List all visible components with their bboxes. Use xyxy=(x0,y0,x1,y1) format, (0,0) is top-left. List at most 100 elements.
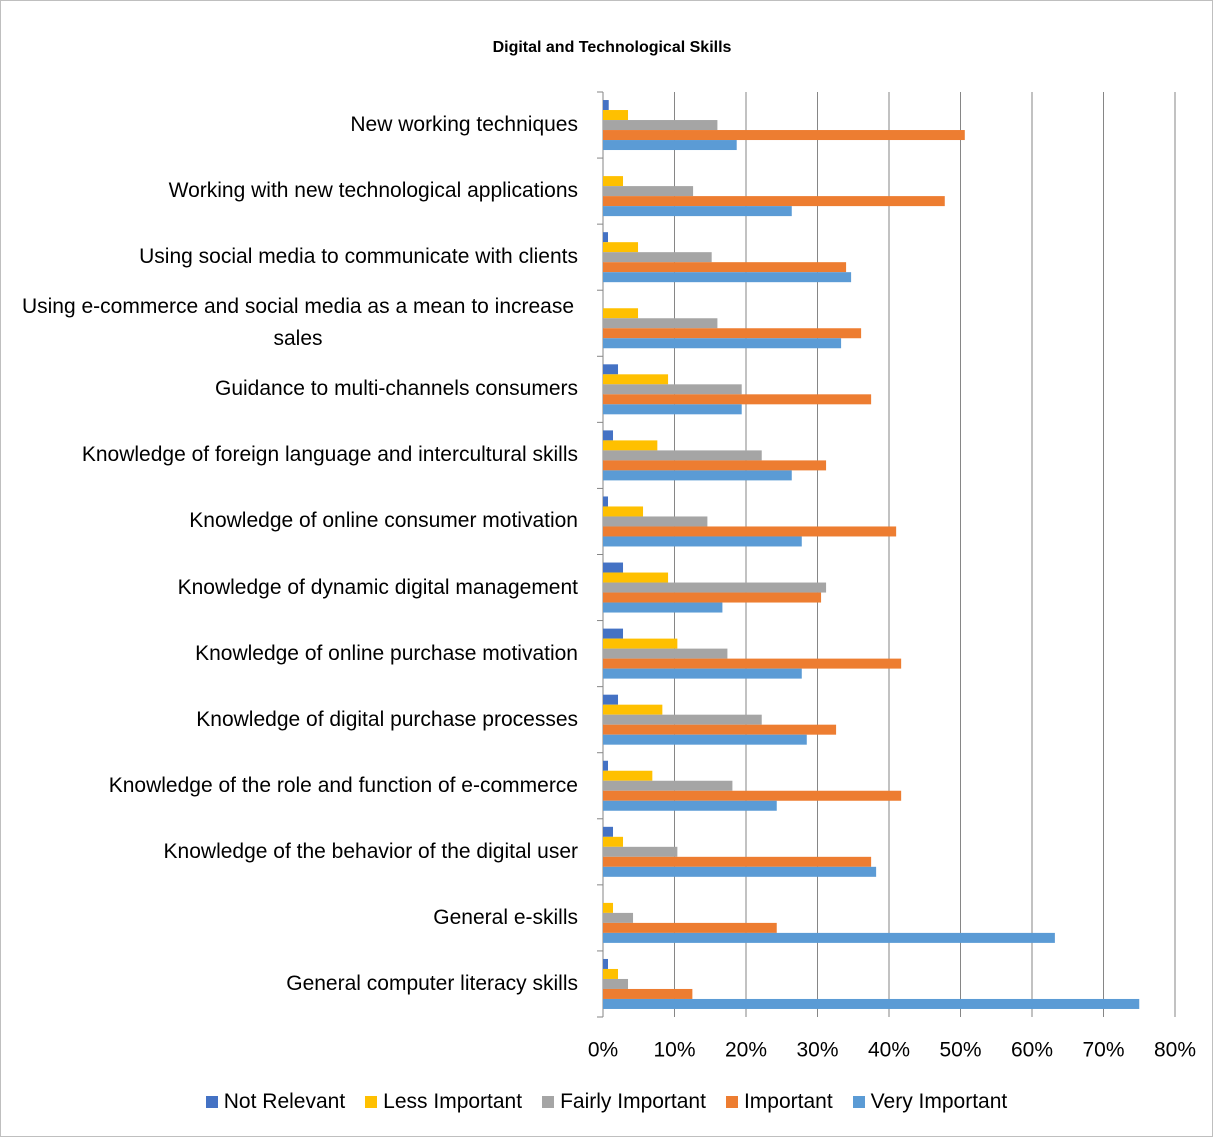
category-label-box: Knowledge of the role and function of e-… xyxy=(18,770,578,802)
x-tick-label: 40% xyxy=(868,1039,910,1062)
bar xyxy=(603,506,644,517)
x-tick-label: 50% xyxy=(939,1039,981,1062)
bar xyxy=(603,922,777,933)
category-label-box: General e-skills xyxy=(18,902,578,934)
bar xyxy=(603,430,614,441)
category-label: Using e-commerce and social media as a m… xyxy=(21,295,575,351)
bar xyxy=(603,968,619,979)
legend-swatch xyxy=(852,1096,865,1108)
bar xyxy=(603,582,827,593)
bar xyxy=(603,770,653,781)
bar xyxy=(603,176,624,187)
legend-swatch xyxy=(205,1096,218,1108)
bar xyxy=(603,100,609,111)
category-label: Using social media to communicate with c… xyxy=(139,245,578,269)
category-label-box: Knowledge of foreign language and interc… xyxy=(18,439,578,471)
bar xyxy=(603,836,624,847)
bar xyxy=(603,120,718,131)
chart-title: Digital and Technological Skills xyxy=(493,39,732,56)
bar xyxy=(603,328,862,339)
bar xyxy=(603,800,777,811)
bar xyxy=(603,826,614,837)
bar xyxy=(603,140,737,151)
bar xyxy=(603,252,712,263)
bar xyxy=(603,242,639,253)
bar xyxy=(603,648,728,659)
bar xyxy=(603,760,609,771)
bar xyxy=(603,496,609,507)
category-label: Knowledge of foreign language and interc… xyxy=(81,443,578,467)
bar xyxy=(603,404,742,415)
legend-item: Not Relevant xyxy=(205,1090,346,1114)
bar xyxy=(603,866,877,877)
x-tick-label: 60% xyxy=(1011,1039,1053,1062)
category-label: Knowledge of dynamic digital management xyxy=(177,575,578,599)
category-label-box: Knowledge of online consumer motivation xyxy=(18,505,578,537)
bar xyxy=(603,470,792,481)
legend-item: Very Important xyxy=(852,1090,1008,1114)
bar xyxy=(603,450,762,461)
category-label: Knowledge of digital purchase processes xyxy=(196,707,578,731)
bar xyxy=(603,958,609,969)
bar xyxy=(603,440,658,451)
legend-swatch xyxy=(542,1096,555,1108)
legend-label: Very Important xyxy=(870,1090,1008,1113)
bar xyxy=(603,374,669,385)
bar xyxy=(603,394,872,405)
legend-item: Important xyxy=(725,1090,833,1114)
category-label-box: Knowledge of dynamic digital management xyxy=(18,572,578,604)
legend-label: Not Relevant xyxy=(223,1090,346,1113)
category-label: Knowledge of the behavior of the digital… xyxy=(163,839,578,863)
bar xyxy=(603,592,822,603)
bar xyxy=(603,526,897,537)
bar xyxy=(603,902,614,913)
category-label: General computer literacy skills xyxy=(286,971,578,995)
bar xyxy=(603,384,742,395)
bar xyxy=(603,196,945,207)
bar xyxy=(603,638,678,649)
category-label: Knowledge of online purchase motivation xyxy=(195,641,578,665)
bar xyxy=(603,998,1140,1009)
bar xyxy=(603,338,842,349)
bar xyxy=(603,130,965,141)
category-label-box: Using e-commerce and social media as a m… xyxy=(18,291,578,355)
bar xyxy=(603,856,872,867)
category-label: New working techniques xyxy=(350,113,578,137)
bar xyxy=(603,846,678,857)
bar xyxy=(603,232,609,243)
legend-label: Less Important xyxy=(383,1090,523,1113)
x-tick-label: 20% xyxy=(725,1039,767,1062)
category-label-box: Guidance to multi-channels consumers xyxy=(18,373,578,405)
bar xyxy=(603,262,847,273)
legend: Not Relevant Less Important Fairly Importa… xyxy=(0,1090,1213,1114)
bar xyxy=(603,110,629,121)
bar xyxy=(603,932,1055,943)
bar xyxy=(603,988,693,999)
category-label: Working with new technological applicati… xyxy=(168,179,578,203)
x-tick-label: 0% xyxy=(588,1039,618,1062)
category-label-box: Knowledge of the behavior of the digital… xyxy=(18,836,578,868)
bar xyxy=(603,668,802,679)
category-label-box: Using social media to communicate with c… xyxy=(18,241,578,273)
bar xyxy=(603,364,619,375)
bar xyxy=(603,272,852,283)
category-label-box: Knowledge of digital purchase processes xyxy=(18,704,578,736)
bar xyxy=(603,536,802,547)
bar xyxy=(603,704,663,715)
x-tick-label: 70% xyxy=(1082,1039,1124,1062)
category-label: General e-skills xyxy=(433,905,578,929)
category-label: Guidance to multi-channels consumers xyxy=(214,377,578,401)
bar xyxy=(603,658,902,669)
bar xyxy=(603,694,619,705)
legend-label: Important xyxy=(743,1090,833,1113)
x-tick-label: 80% xyxy=(1154,1039,1196,1062)
bar xyxy=(603,186,694,197)
bar xyxy=(603,318,718,329)
category-label: Knowledge of online consumer motivation xyxy=(189,509,578,533)
bar xyxy=(603,628,624,639)
bar xyxy=(603,602,723,613)
category-label-box: New working techniques xyxy=(18,109,578,141)
bar xyxy=(603,714,762,725)
